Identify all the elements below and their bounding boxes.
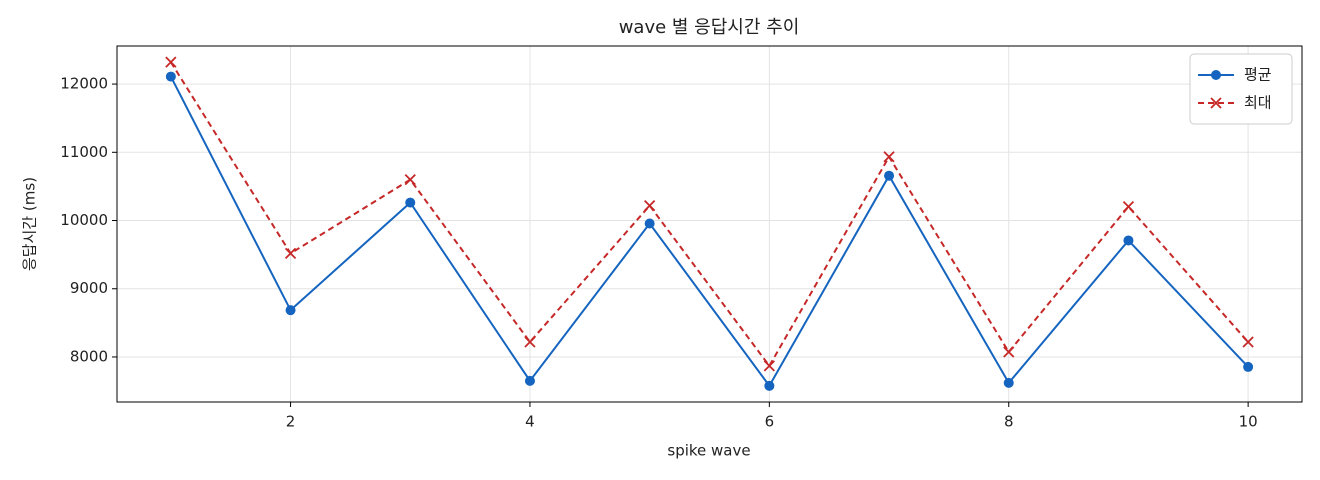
chart-title: wave 별 응답시간 추이 [619,17,800,38]
marker [1242,336,1254,348]
legend-label: 최대 [1244,94,1272,112]
y-tick-label: 9000 [70,279,108,297]
y-tick-label: 10000 [60,211,108,229]
marker [1003,377,1014,388]
marker [165,71,176,82]
series-line [169,76,1249,388]
marker [1243,361,1254,372]
x-axis-label: spike wave [667,442,750,460]
marker [1211,70,1221,80]
marker [1123,235,1134,246]
legend-label: 평균 [1244,66,1272,84]
marker [524,375,535,386]
marker [524,336,536,348]
marker [1210,97,1222,109]
marker [644,218,655,229]
x-tick-label: 4 [525,413,535,431]
y-tick-label: 12000 [60,75,108,93]
x-tick-label: 6 [765,413,775,431]
marker [883,151,895,163]
plot-frame [116,45,1303,403]
x-tick-label: 8 [1004,413,1014,431]
y-tick-label: 11000 [60,143,108,161]
x-tick-label: 10 [1239,413,1258,431]
marker [764,380,775,391]
marker [284,247,297,260]
marker [165,56,177,68]
marker [1003,346,1015,358]
legend-frame [1189,53,1293,125]
y-tick-label: 8000 [70,347,108,365]
marker [404,174,416,186]
marker [405,197,416,208]
series-line [170,61,1249,368]
x-tick-label: 2 [286,413,296,431]
y-axis-label: 응답시간 (ms) [21,177,39,271]
marker [763,360,775,372]
marker [1122,200,1135,213]
marker [644,199,656,212]
marker [285,305,296,316]
marker [884,170,895,181]
